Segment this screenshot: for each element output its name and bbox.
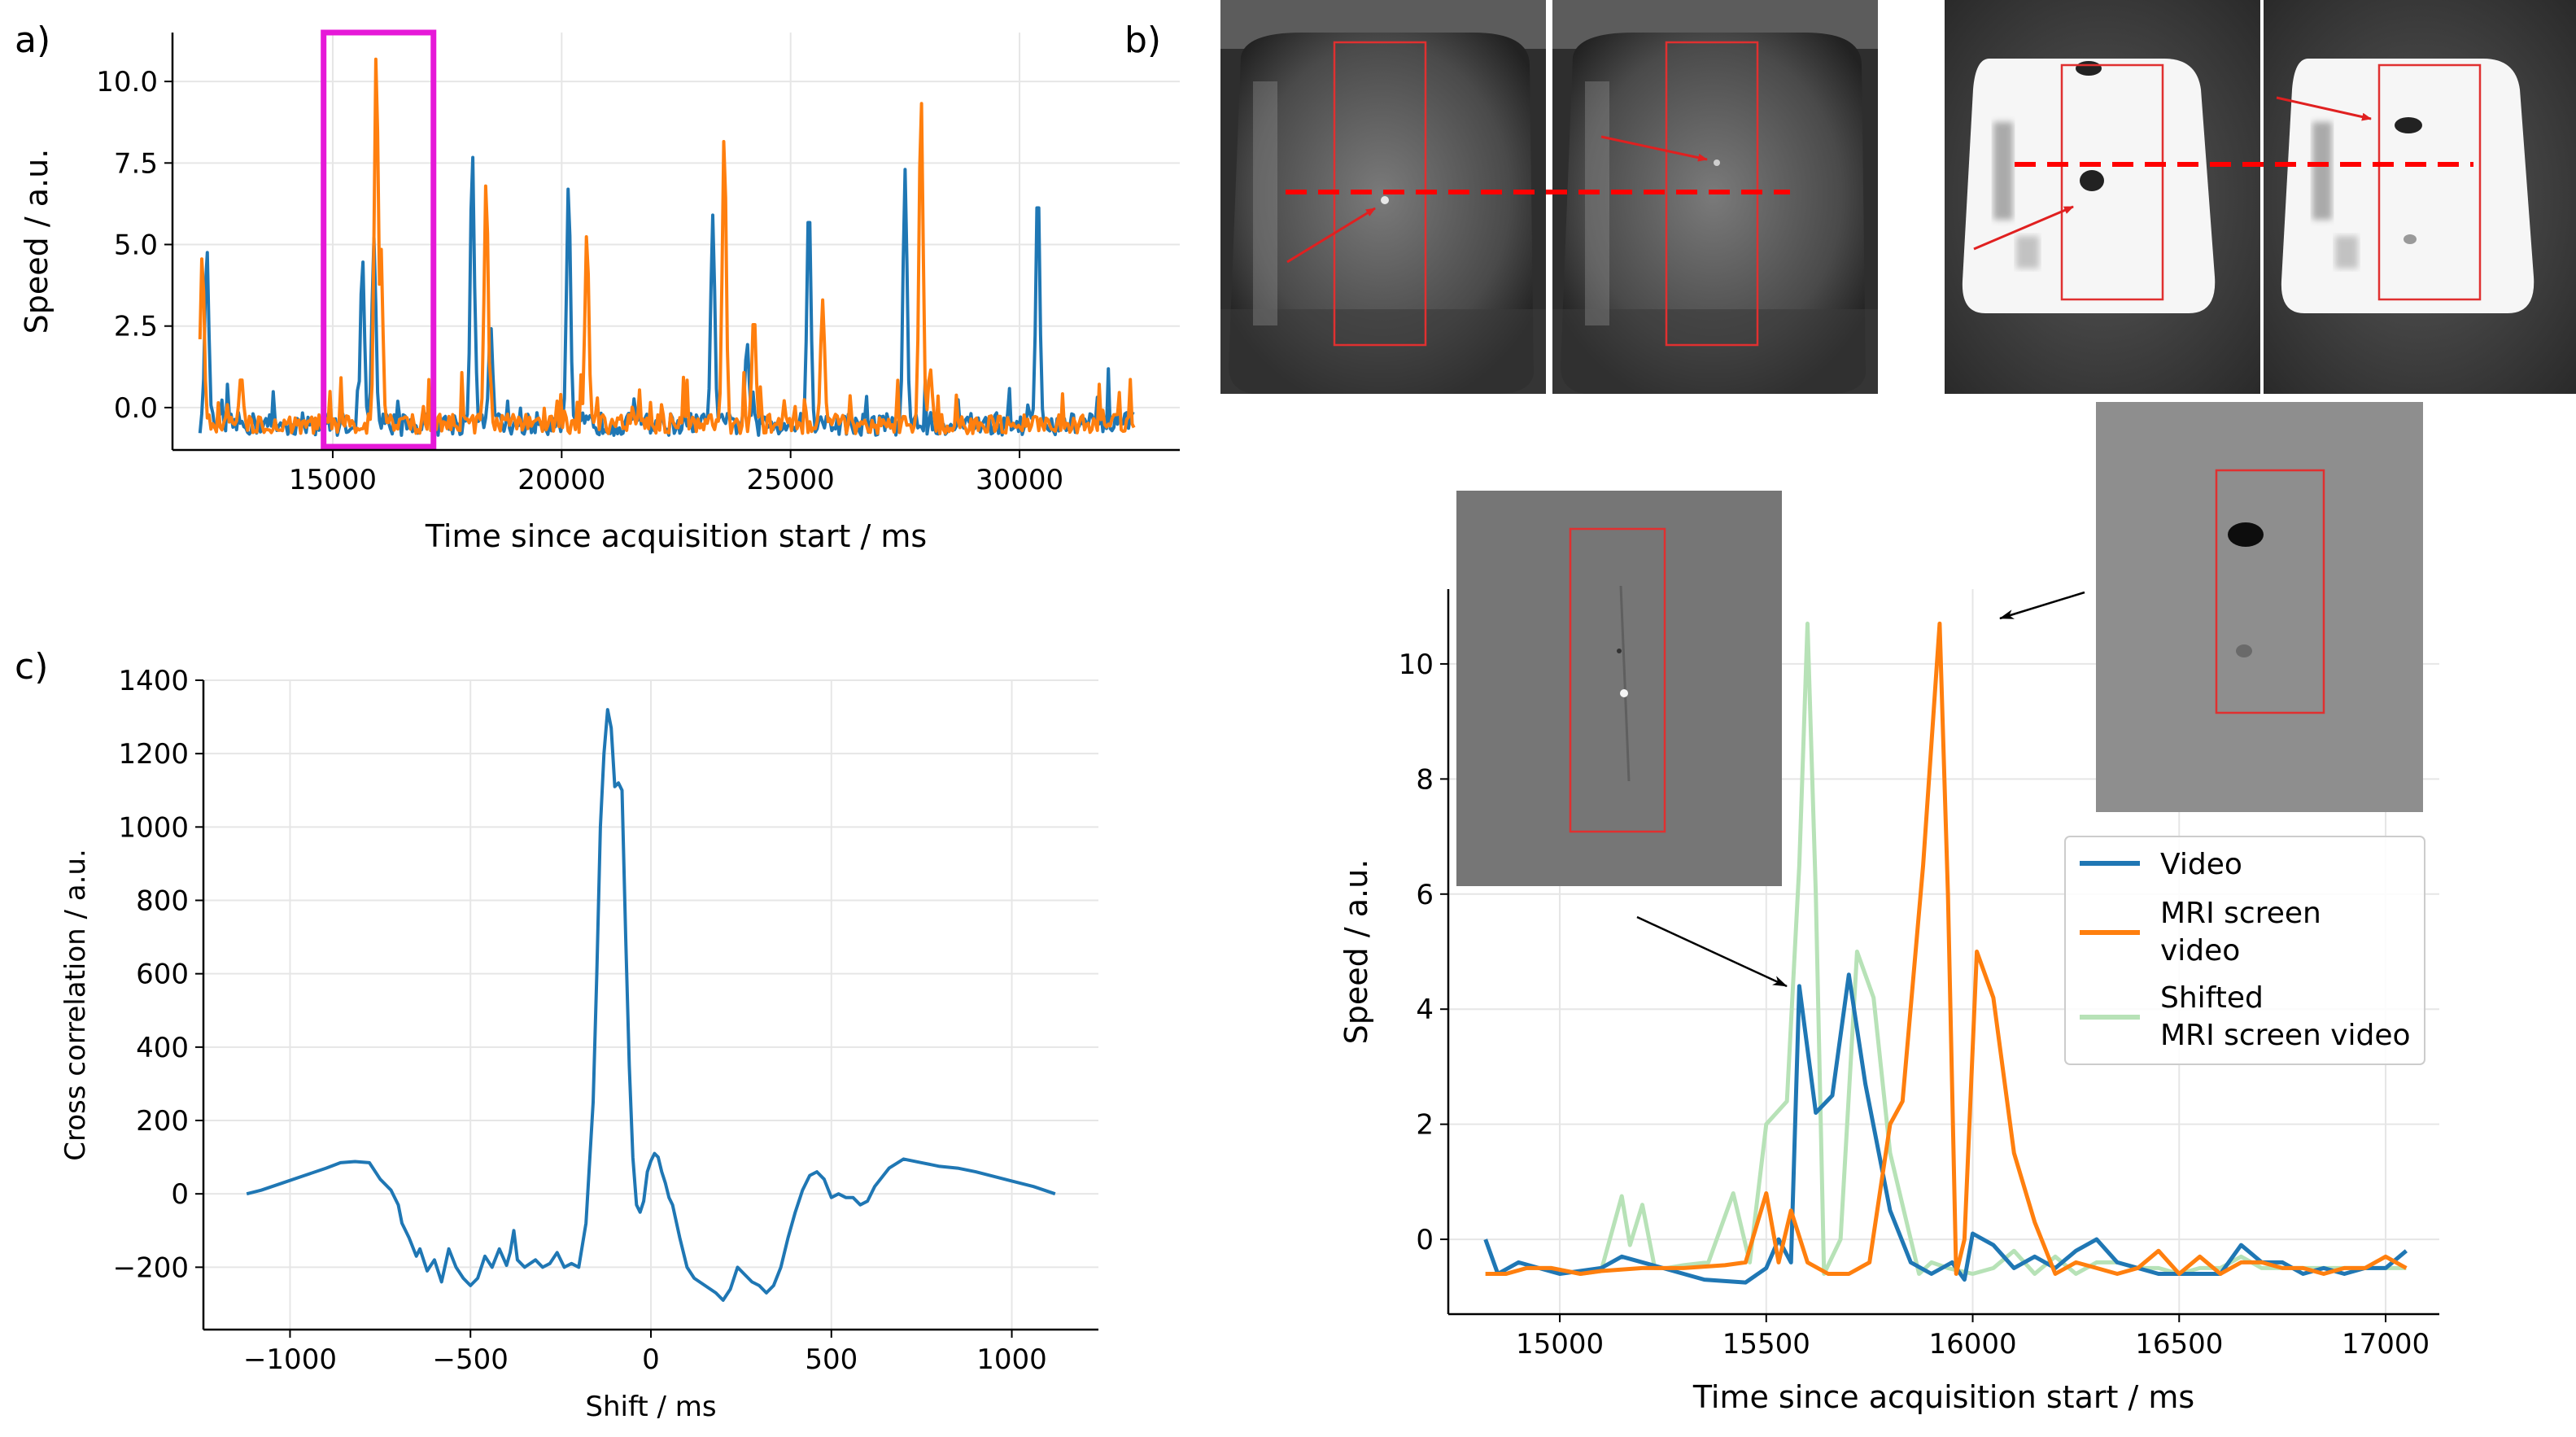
- y-tick-label: 1000: [118, 811, 189, 844]
- chart-b-legend: Video MRI screen video Shifted MRI scree…: [2064, 836, 2425, 1065]
- x-tick-label: 25000: [747, 464, 835, 496]
- chart-b-x-ticks: 15000 15500 16000 16500 17000: [1516, 1314, 2430, 1361]
- legend-label-mri-line2: video: [2160, 934, 2240, 967]
- chart-a-series: [198, 57, 1136, 437]
- chart-b-spines: [1447, 589, 2439, 1316]
- chart-b: 15000 15500 16000 16500 17000 0 2 4 6 8 10 Time s…: [1338, 589, 2439, 1415]
- black-arrow-to-video-peak: [1636, 915, 1788, 988]
- y-tick-label: 2.5: [114, 311, 158, 343]
- black-arrow-to-mri-peak: [1999, 591, 2085, 620]
- chart-c-spines: [202, 680, 1098, 1331]
- legend-label-shifted-line2: MRI screen video: [2160, 1019, 2411, 1052]
- y-tick-label: 5.0: [114, 229, 158, 262]
- particle-marker: [2236, 644, 2252, 657]
- roi-box: [2377, 63, 2482, 301]
- roi-box: [2215, 469, 2325, 714]
- chart-a-overlay: [321, 29, 437, 450]
- x-tick-label: 0: [642, 1343, 660, 1376]
- series-line-0: [1485, 621, 2407, 1276]
- x-tick-label: 20000: [517, 464, 605, 496]
- series-line-1: [198, 57, 1136, 435]
- y-tick-label: 2: [1416, 1109, 1434, 1142]
- chart-c-y-label: Cross correlation / a.u.: [59, 849, 92, 1161]
- chart-b-y-label: Speed / a.u.: [1338, 859, 1374, 1045]
- chart-c-x-ticks: −1000 −500 0 500 1000: [243, 1330, 1047, 1376]
- particle-marker: [1620, 689, 1628, 697]
- panel-label-a: a): [15, 20, 50, 61]
- legend-label-mri-line1: MRI screen: [2160, 897, 2321, 930]
- y-tick-label: 800: [136, 885, 189, 918]
- y-tick-label: 0: [171, 1178, 189, 1211]
- x-tick-label: 1000: [976, 1343, 1047, 1376]
- chart-b-x-label: Time since acquisition start / ms: [1692, 1379, 2194, 1415]
- y-tick-label: 10.0: [96, 66, 158, 98]
- roi-box: [1569, 527, 1666, 833]
- y-tick-label: 8: [1416, 763, 1434, 796]
- legend-label-shifted-line1: Shifted: [2160, 981, 2264, 1015]
- chart-a-y-ticks: 0.0 2.5 5.0 7.5 10.0: [96, 66, 172, 425]
- chart-c-y-ticks: −200 0 200 400 600 800 1000 1200 1400: [113, 665, 203, 1284]
- highlight-box: [321, 29, 437, 450]
- roi-box: [2060, 63, 2164, 301]
- chart-a-x-label: Time since acquisition start / ms: [425, 518, 927, 554]
- particle-marker: [1381, 196, 1389, 204]
- y-tick-label: 200: [136, 1105, 189, 1138]
- x-tick-label: 15000: [1516, 1328, 1604, 1361]
- panel-label-c: c): [15, 646, 48, 688]
- y-tick-label: 400: [136, 1032, 189, 1064]
- x-tick-label: −500: [433, 1343, 509, 1376]
- particle-marker: [2228, 522, 2264, 547]
- mri-frame-1: [1945, 0, 2260, 394]
- red-arrow: [1600, 135, 1708, 162]
- legend-label-video: Video: [2160, 848, 2242, 881]
- inset-mri-difference: [2096, 402, 2423, 812]
- chart-c-x-label: Shift / ms: [585, 1391, 716, 1423]
- red-arrow: [1286, 207, 1376, 264]
- chart-b-y-ticks: 0 2 4 6 8 10: [1399, 649, 1448, 1256]
- x-tick-label: 16000: [1928, 1328, 2016, 1361]
- panel-label-b: b): [1124, 20, 1161, 61]
- chart-b-series: [1483, 621, 2408, 1285]
- y-tick-label: 1200: [118, 738, 189, 771]
- inset-camera-difference: [1456, 491, 1782, 886]
- camera-frame-1: [1220, 0, 1546, 394]
- series-line-2: [1485, 621, 2408, 1276]
- chart-c: −1000 −500 0 500 1000 −200 0 200 400 600 800 1000 1…: [59, 665, 1098, 1423]
- chart-a: 15000 20000 25000 30000 0.0 2.5 5.0 7.5 10.0 Ti…: [19, 29, 1180, 554]
- x-tick-label: 16500: [2135, 1328, 2223, 1361]
- y-tick-label: 4: [1416, 994, 1434, 1026]
- series-line-0: [246, 708, 1056, 1302]
- x-tick-label: 15500: [1722, 1328, 1810, 1361]
- legend-label-shifted: Shifted MRI screen video: [2160, 981, 2411, 1052]
- camera-frame-2: [1552, 0, 1878, 394]
- y-tick-label: −200: [113, 1251, 189, 1284]
- particle-marker: [1617, 649, 1622, 653]
- x-tick-label: 15000: [289, 464, 377, 496]
- chart-c-series: [246, 708, 1056, 1302]
- legend-label-mri: MRI screen video: [2160, 897, 2330, 967]
- series-line-1: [1483, 972, 2408, 1285]
- y-tick-label: 6: [1416, 879, 1434, 911]
- y-tick-label: 1400: [118, 665, 189, 697]
- y-tick-label: 10: [1399, 649, 1434, 681]
- chart-a-y-label: Speed / a.u.: [19, 149, 55, 334]
- y-tick-label: 0.0: [114, 392, 158, 425]
- mri-frame-2: [2264, 0, 2576, 394]
- chart-c-grid: [203, 679, 1098, 1330]
- y-tick-label: 0: [1416, 1224, 1434, 1256]
- x-tick-label: 17000: [2342, 1328, 2430, 1361]
- red-arrow: [1973, 205, 2074, 251]
- particle-marker: [1714, 159, 1720, 166]
- y-tick-label: 7.5: [114, 147, 158, 180]
- x-tick-label: 500: [805, 1343, 858, 1376]
- y-tick-label: 600: [136, 959, 189, 991]
- chart-a-x-ticks: 15000 20000 25000 30000: [289, 450, 1063, 496]
- red-arrow: [2276, 96, 2372, 121]
- chart-a-spines: [171, 33, 1180, 452]
- x-tick-label: 30000: [976, 464, 1063, 496]
- x-tick-label: −1000: [243, 1343, 337, 1376]
